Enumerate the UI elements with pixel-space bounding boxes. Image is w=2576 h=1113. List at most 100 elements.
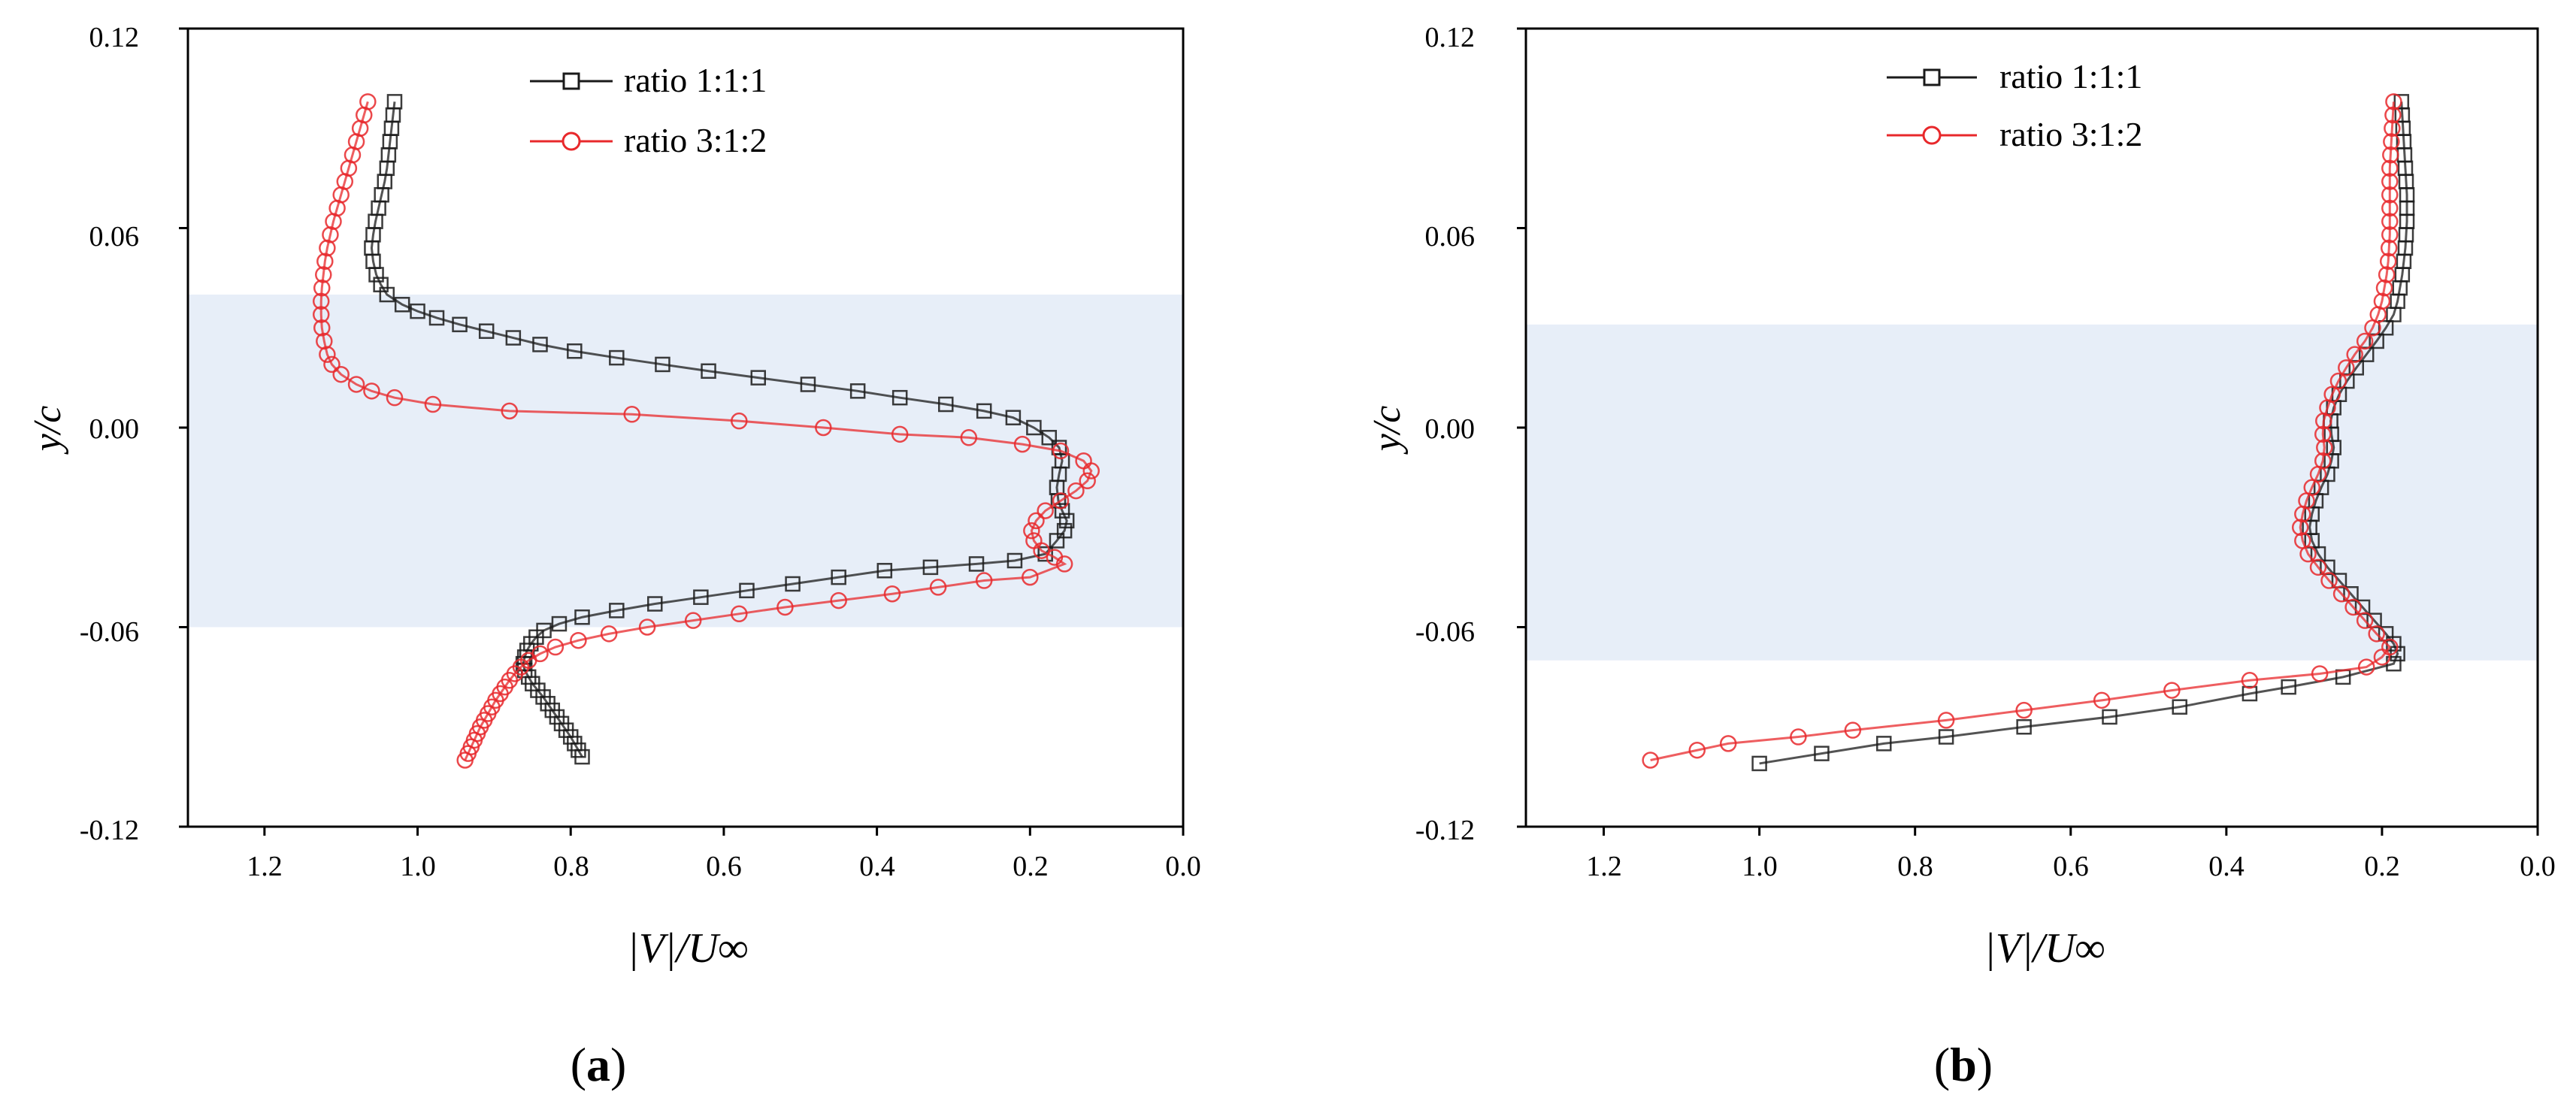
data-point xyxy=(2315,412,2332,430)
data-point xyxy=(1790,728,1807,746)
data-point xyxy=(2316,439,2333,456)
data-point xyxy=(452,316,468,333)
data-point xyxy=(815,419,832,437)
data-point xyxy=(424,395,442,413)
data-point xyxy=(379,286,395,303)
data-point xyxy=(1642,752,1659,769)
data-point xyxy=(2368,625,2385,643)
data-point xyxy=(1006,552,1023,569)
legend-label-1: ratio 1:1:1 xyxy=(624,61,767,99)
y-tick-label: -0.06 xyxy=(80,616,139,648)
data-point xyxy=(2378,320,2394,336)
data-point xyxy=(693,589,709,605)
x-tick-label: 0.2 xyxy=(2364,851,2400,882)
legend-label-2: ratio 3:1:2 xyxy=(624,121,767,159)
x-tick-label: 0.2 xyxy=(1013,851,1049,882)
data-point xyxy=(1028,512,1045,530)
data-point xyxy=(2291,519,2309,536)
plot-frame-a xyxy=(186,27,1185,828)
legend-label-1: ratio 1:1:1 xyxy=(1999,57,2142,95)
data-point xyxy=(750,370,767,386)
y-tick-label: -0.12 xyxy=(1415,815,1475,846)
y-axis-a: 0.12 0.06 0.00 -0.06 -0.12 y/c xyxy=(26,22,139,846)
data-point xyxy=(363,383,380,400)
data-point xyxy=(313,279,331,297)
data-point xyxy=(1937,712,1955,729)
x-tick-label: 1.2 xyxy=(1586,851,1622,882)
data-point xyxy=(316,253,334,270)
data-point xyxy=(976,403,992,419)
data-point xyxy=(1049,533,1065,549)
x-axis-b: 1.2 1.0 0.8 0.6 0.4 0.2 0.0 |V|/U∞ xyxy=(1586,851,2556,972)
data-point xyxy=(2015,701,2033,719)
data-point xyxy=(1022,568,1039,586)
x-tick-label: 0.4 xyxy=(859,851,895,882)
data-point xyxy=(2378,266,2396,283)
data-point xyxy=(2383,133,2400,150)
data-point xyxy=(830,591,847,609)
data-point xyxy=(315,266,332,283)
x-axis-label: |V|/U∞ xyxy=(1984,925,2105,972)
data-point xyxy=(2320,572,2338,589)
data-point xyxy=(1751,755,1767,772)
data-point xyxy=(1055,555,1073,573)
data-point xyxy=(2381,159,2399,177)
data-point xyxy=(1023,522,1040,540)
chart-panel-b: 0.12 0.06 0.00 -0.06 -0.12 y/c 1.2 1.0 0… xyxy=(1366,22,2556,1091)
data-point xyxy=(739,582,755,599)
x-tick-label: 0.0 xyxy=(1165,851,1201,882)
data-point xyxy=(731,412,748,430)
y-tick-label: -0.06 xyxy=(1415,616,1475,648)
data-point xyxy=(316,332,333,350)
data-point xyxy=(2356,612,2374,629)
data-point xyxy=(623,406,640,423)
data-point xyxy=(313,319,331,337)
y-axis-b: 0.12 0.06 0.00 -0.06 -0.12 y/c xyxy=(1366,22,1475,846)
data-point xyxy=(1052,442,1070,460)
x-tick-label: 0.4 xyxy=(2208,851,2245,882)
data-point xyxy=(551,615,568,632)
data-point xyxy=(2309,465,2327,483)
data-point xyxy=(428,310,445,326)
data-point xyxy=(891,425,909,443)
data-point xyxy=(2242,685,2258,702)
data-point xyxy=(922,559,939,576)
data-point xyxy=(960,429,978,446)
data-point xyxy=(2380,239,2398,257)
data-point xyxy=(938,396,954,413)
shaded-region xyxy=(188,295,1183,628)
series-line xyxy=(1650,101,2395,761)
legend-marker-square-icon xyxy=(562,72,580,90)
data-point xyxy=(2382,146,2399,164)
legend-label-2: ratio 3:1:2 xyxy=(1999,115,2142,153)
data-point xyxy=(2310,546,2326,562)
data-point xyxy=(2338,359,2355,377)
data-point xyxy=(1005,410,1022,425)
data-point xyxy=(609,603,625,619)
x-axis-label: |V|/U∞ xyxy=(628,925,749,972)
plot-frame-b xyxy=(1524,27,2539,828)
data-point xyxy=(2311,665,2329,682)
x-tick-label: 0.8 xyxy=(553,851,589,882)
data-point xyxy=(2172,699,2187,715)
data-point xyxy=(570,631,587,649)
data-point xyxy=(532,337,548,352)
data-point xyxy=(2384,119,2401,137)
data-point xyxy=(319,239,336,257)
data-point xyxy=(2381,186,2399,204)
data-point xyxy=(546,638,565,656)
legend-marker-circle-icon xyxy=(1922,126,1942,145)
data-point xyxy=(731,605,748,623)
series-line xyxy=(319,101,1093,761)
data-point xyxy=(2381,226,2399,243)
data-point xyxy=(1058,513,1075,529)
data-point xyxy=(2309,558,2327,576)
data-point xyxy=(2346,346,2363,363)
panel-label-b: (b) xyxy=(1934,1038,1993,1091)
x-tick-label: 0.8 xyxy=(1897,851,1933,882)
data-point xyxy=(1814,746,1830,761)
data-point xyxy=(785,576,801,592)
data-point xyxy=(2386,307,2402,322)
x-tick-label: 1.0 xyxy=(1742,851,1778,882)
